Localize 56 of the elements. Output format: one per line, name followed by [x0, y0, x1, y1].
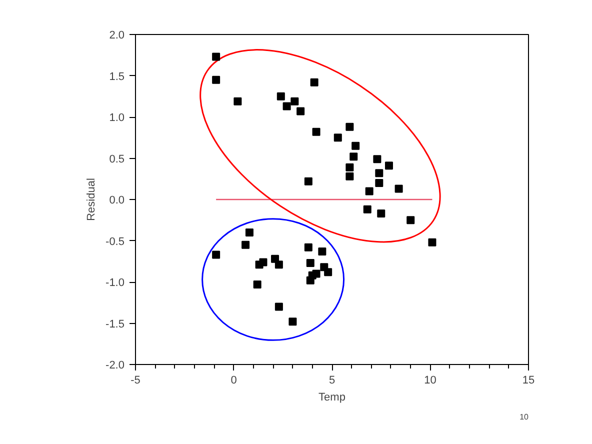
point: [306, 276, 314, 284]
point: [346, 163, 354, 172]
point: [274, 302, 283, 311]
point: [375, 169, 384, 178]
x-axis-title: Temp: [318, 392, 346, 404]
point: [318, 247, 326, 256]
point: [384, 162, 393, 170]
y-tick-label: 1.0: [109, 112, 125, 124]
point: [346, 122, 354, 131]
y-tick-label: 2.0: [109, 30, 125, 42]
point: [212, 52, 220, 61]
x-tick-label: -5: [130, 374, 140, 386]
x-tick-label: 10: [424, 374, 436, 386]
y-tick-label: 0.5: [109, 153, 125, 166]
text: 10: [520, 412, 530, 422]
point: [306, 259, 314, 268]
point: [304, 177, 312, 186]
point: [406, 216, 415, 224]
point: [365, 187, 374, 196]
y-tick-label: -2.0: [106, 360, 125, 372]
point: [259, 258, 268, 266]
y-tick-label: -1.5: [106, 318, 125, 330]
point: [324, 268, 332, 276]
point: [274, 260, 283, 269]
point: [234, 97, 242, 106]
point: [363, 205, 372, 214]
point: [212, 250, 220, 259]
x-tick-label: 5: [328, 374, 336, 386]
point: [346, 172, 354, 180]
point: [334, 134, 342, 142]
point: [350, 152, 358, 161]
x-tick-label: 0: [230, 374, 237, 386]
y-tick-label: -1.0: [106, 277, 125, 289]
point: [377, 210, 386, 218]
point: [304, 243, 312, 252]
point: [312, 128, 320, 136]
point: [296, 107, 305, 116]
point: [242, 240, 250, 249]
y-tick-label: -0.5: [106, 236, 125, 248]
point: [282, 102, 291, 110]
y-axis-title: Residual: [86, 178, 98, 221]
point: [245, 228, 254, 236]
point: [394, 184, 403, 193]
point: [288, 318, 297, 326]
point: [428, 238, 436, 246]
point: [373, 155, 382, 164]
point: [375, 179, 384, 187]
point: [310, 78, 318, 86]
point: [290, 97, 299, 106]
point: [352, 142, 360, 150]
x-tick-label: 15: [522, 374, 535, 386]
y-tick-label: 1.5: [109, 70, 125, 83]
point: [276, 92, 285, 100]
point: [253, 280, 262, 288]
y-tick-label: 0.0: [109, 194, 125, 206]
point: [212, 76, 220, 84]
